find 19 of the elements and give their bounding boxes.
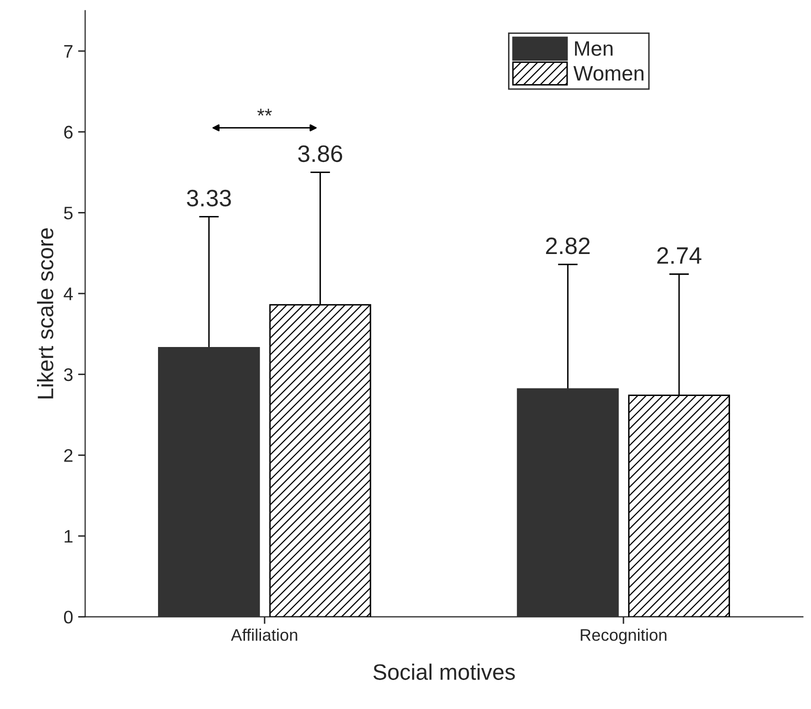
annotation: 2.82: [546, 237, 590, 254]
y-tick-label: 5: [64, 206, 73, 220]
legend-label: Women: [573, 66, 644, 81]
legend-label: Men: [575, 41, 613, 56]
y-tick-label: 2: [64, 449, 72, 462]
y-axis-title: Likert scale score: [37, 228, 54, 398]
y-tick-label: 0: [64, 610, 73, 624]
annotation: 2.74: [657, 247, 702, 264]
x-tick-label: Affiliation: [230, 628, 298, 641]
y-tick-label: 1: [64, 530, 72, 543]
annotation: **: [257, 108, 272, 116]
y-tick-label: 4: [64, 288, 73, 300]
y-tick-label: 6: [64, 126, 73, 139]
y-tick-label: 7: [64, 45, 72, 58]
annotation: 3.86: [298, 145, 342, 162]
x-tick-label: Recognition: [580, 628, 666, 644]
y-tick-label: 3: [64, 368, 73, 382]
annotation: 3.33: [186, 190, 231, 207]
x-axis-title: Social motives: [373, 664, 515, 680]
